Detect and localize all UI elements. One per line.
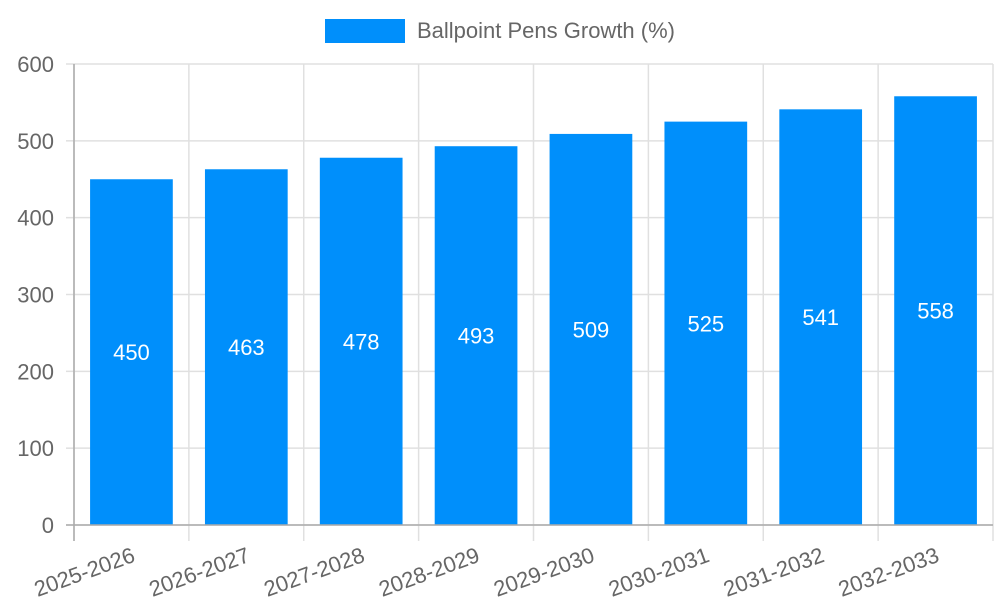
bar-value-label: 525 — [687, 311, 724, 336]
bar-value-label: 493 — [458, 324, 495, 349]
y-tick-label: 300 — [17, 283, 54, 308]
bar-value-label: 463 — [228, 335, 265, 360]
legend-label: Ballpoint Pens Growth (%) — [417, 18, 675, 43]
bars: 450 463 478 493 509 525 541 558 — [90, 96, 977, 526]
y-axis: 0 100 200 300 400 500 600 — [17, 52, 75, 541]
chart-legend: Ballpoint Pens Growth (%) — [0, 18, 1000, 44]
y-tick-label: 400 — [17, 206, 54, 231]
bar[interactable] — [319, 157, 403, 525]
bar[interactable] — [204, 169, 288, 526]
bar[interactable] — [779, 109, 863, 525]
x-axis: 2025-2026 2026-2027 2027-2028 2028-2029 2029… — [31, 524, 993, 600]
y-tick-label: 0 — [42, 513, 54, 538]
y-tick-label: 200 — [17, 359, 54, 384]
bar[interactable] — [434, 146, 518, 525]
x-tick-label: 2025-2026 — [31, 542, 138, 600]
x-tick-label: 2026-2027 — [146, 542, 253, 600]
x-tick-label: 2028-2029 — [375, 542, 482, 600]
bar-value-label: 509 — [573, 317, 610, 342]
bar-value-label: 478 — [343, 329, 380, 354]
x-tick-label: 2030-2031 — [605, 542, 712, 600]
bar-value-label: 541 — [802, 305, 839, 330]
x-tick-label: 2029-2030 — [490, 542, 597, 600]
bar-value-label: 450 — [113, 340, 150, 365]
x-tick-label: 2031-2032 — [720, 542, 827, 600]
legend-swatch[interactable] — [325, 19, 405, 43]
bar[interactable] — [664, 121, 748, 525]
y-tick-label: 500 — [17, 129, 54, 154]
y-tick-label: 100 — [17, 436, 54, 461]
x-tick-label: 2027-2028 — [260, 542, 367, 600]
y-tick-label: 600 — [17, 52, 54, 77]
x-tick-label: 2032-2033 — [835, 542, 942, 600]
bar[interactable] — [549, 133, 633, 525]
bar[interactable] — [90, 179, 173, 525]
bar-value-label: 558 — [917, 299, 954, 324]
bar[interactable] — [894, 96, 977, 526]
